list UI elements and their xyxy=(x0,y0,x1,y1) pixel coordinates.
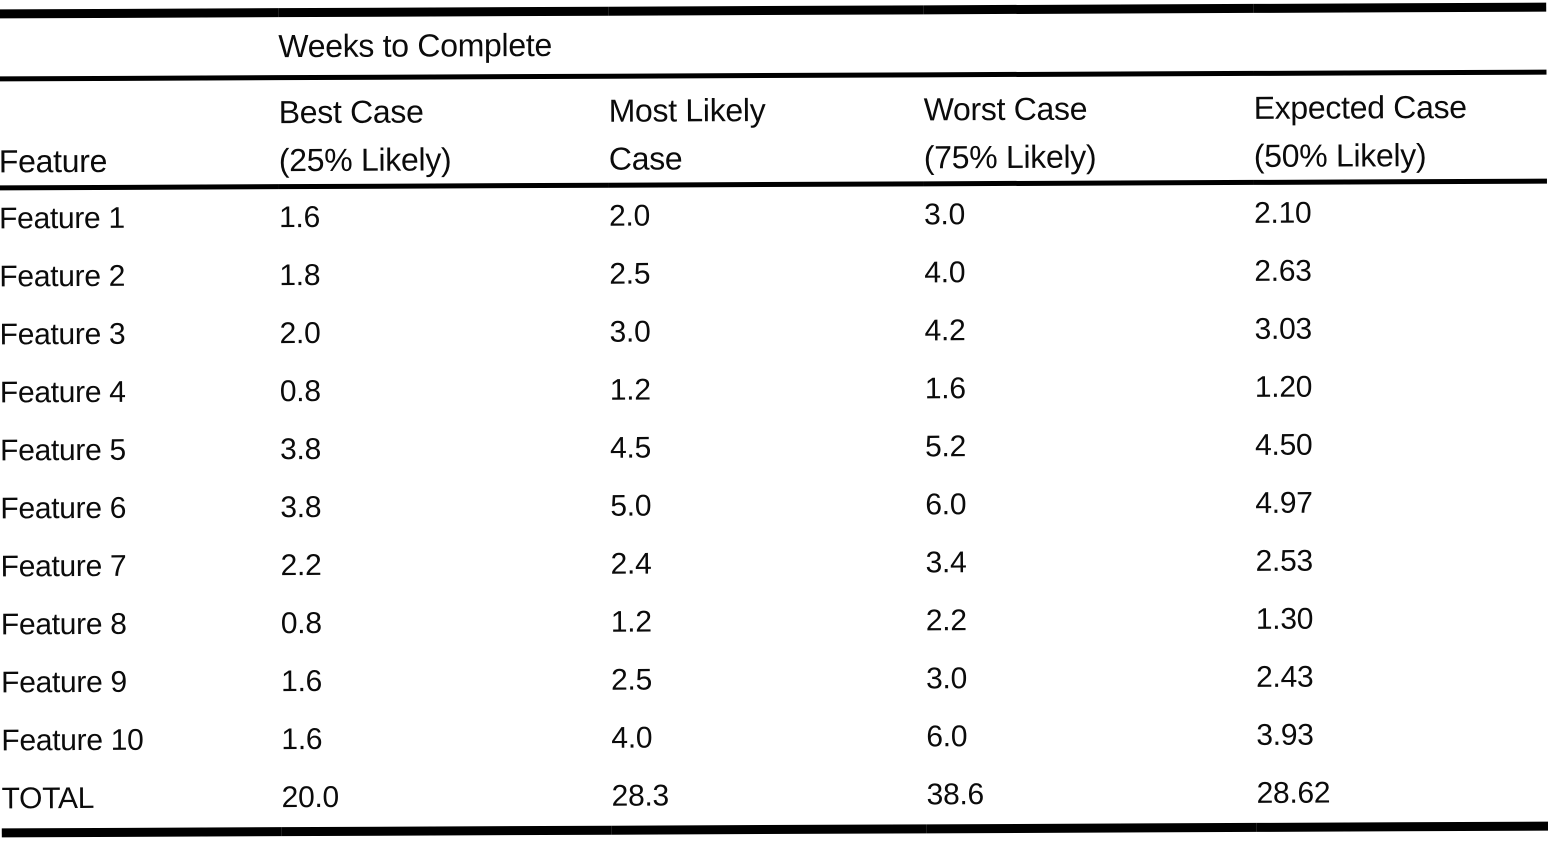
worst-case-cell: 6.0 xyxy=(925,488,967,522)
col-header-worst-case: Worst Case (75% Likely) xyxy=(923,73,1254,184)
total-worst-case-cell: 38.6 xyxy=(926,764,1257,829)
best-case-cell: 1.6 xyxy=(281,664,323,699)
most-likely-cell: 2.0 xyxy=(609,199,650,233)
col-header-best-case: Best Case (25% Likely) xyxy=(278,76,609,187)
worst-case-cell: 3.4 xyxy=(925,546,967,580)
col-header-worst-line1: Worst Case xyxy=(923,90,1088,128)
best-case-cell: 3.8 xyxy=(280,432,322,467)
estimate-table: Weeks to Complete Feature Best Case (25%… xyxy=(0,3,1548,838)
worst-case-cell: 4.0 xyxy=(924,256,966,290)
spanner-row: Weeks to Complete xyxy=(0,7,1547,79)
most-likely-cell: 4.0 xyxy=(611,721,653,755)
expected-case-cell: 4.97 xyxy=(1255,486,1313,520)
total-label-cell: TOTAL xyxy=(1,769,282,833)
table-scan-wrapper: Weeks to Complete Feature Best Case (25%… xyxy=(0,3,1548,838)
col-header-most-likely: Most Likely Case xyxy=(608,74,924,186)
table-row: Feature 9 1.6 2.5 3.0 2.43 xyxy=(1,648,1548,713)
best-case-cell: 3.8 xyxy=(280,490,322,525)
feature-cell: Feature 10 xyxy=(1,723,144,758)
feature-cell: Feature 5 xyxy=(0,433,126,468)
table-row: Feature 2 1.8 2.5 4.0 2.63 xyxy=(0,242,1547,307)
feature-cell: Feature 1 xyxy=(0,201,125,236)
worst-case-cell: 4.2 xyxy=(924,314,966,348)
best-case-cell: 1.6 xyxy=(281,722,323,757)
col-header-feature: Feature xyxy=(0,77,279,188)
expected-case-cell: 2.10 xyxy=(1254,196,1312,230)
most-likely-cell: 2.5 xyxy=(611,663,653,697)
worst-case-cell: 5.2 xyxy=(925,430,967,464)
expected-case-cell: 2.63 xyxy=(1254,254,1312,288)
col-header-likely-line1: Most Likely xyxy=(608,92,766,129)
most-likely-cell: 3.0 xyxy=(609,315,651,349)
most-likely-cell: 5.0 xyxy=(610,489,652,523)
best-case-cell: 1.6 xyxy=(279,200,320,235)
worst-case-cell: 2.2 xyxy=(925,604,967,638)
worst-case-cell: 6.0 xyxy=(926,720,968,754)
table-row: Feature 4 0.8 1.2 1.6 1.20 xyxy=(0,358,1548,423)
table-row: Feature 3 2.0 3.0 4.2 3.03 xyxy=(0,300,1548,365)
expected-case-cell: 1.20 xyxy=(1254,370,1313,404)
expected-case-cell: 3.93 xyxy=(1256,718,1314,752)
table-row: Feature 10 1.6 4.0 6.0 3.93 xyxy=(1,706,1548,771)
feature-cell: Feature 3 xyxy=(0,317,126,352)
most-likely-cell: 1.2 xyxy=(610,605,652,639)
col-header-likely-line2: Case xyxy=(608,140,683,177)
best-case-cell: 2.0 xyxy=(279,316,321,351)
most-likely-cell: 2.5 xyxy=(609,257,651,291)
table-row: Feature 8 0.8 1.2 2.2 1.30 xyxy=(1,590,1548,655)
feature-cell: Feature 4 xyxy=(0,375,126,410)
table-row: Feature 5 3.8 4.5 5.2 4.50 xyxy=(0,416,1548,481)
most-likely-cell: 1.2 xyxy=(609,373,651,407)
col-header-best-line1: Best Case xyxy=(278,93,424,131)
most-likely-cell: 2.4 xyxy=(610,547,652,581)
total-best-case-cell: 20.0 xyxy=(281,767,612,832)
most-likely-cell: 4.5 xyxy=(610,431,652,465)
best-case-cell: 0.8 xyxy=(279,374,321,409)
expected-case-cell: 4.50 xyxy=(1255,428,1313,462)
spanner-empty-cell xyxy=(0,12,279,79)
table-row: Feature 6 3.8 5.0 6.0 4.97 xyxy=(0,474,1548,539)
total-row: TOTAL 20.0 28.3 38.6 28.62 xyxy=(1,763,1548,833)
worst-case-cell: 3.0 xyxy=(924,198,965,232)
feature-cell: Feature 7 xyxy=(0,549,127,584)
best-case-cell: 2.2 xyxy=(280,548,322,583)
feature-cell: Feature 2 xyxy=(0,259,126,294)
col-header-expected-line2: (50% Likely) xyxy=(1253,137,1427,174)
expected-case-cell: 2.43 xyxy=(1256,660,1314,694)
feature-cell: Feature 8 xyxy=(0,607,127,642)
best-case-cell: 1.8 xyxy=(279,258,321,293)
total-most-likely-cell: 28.3 xyxy=(611,766,927,831)
table-row: Feature 7 2.2 2.4 3.4 2.53 xyxy=(1,532,1548,597)
col-header-worst-line2: (75% Likely) xyxy=(923,138,1097,176)
col-header-expected-line1: Expected Case xyxy=(1253,88,1467,126)
expected-case-cell: 3.03 xyxy=(1254,312,1312,346)
feature-cell: Feature 6 xyxy=(0,491,127,526)
col-header-expected-case: Expected Case (50% Likely) xyxy=(1253,72,1547,183)
column-header-row: Feature Best Case (25% Likely) Most Like… xyxy=(0,72,1547,188)
expected-case-cell: 1.30 xyxy=(1255,602,1314,636)
worst-case-cell: 3.0 xyxy=(926,662,968,696)
feature-cell: Feature 9 xyxy=(1,665,127,700)
expected-case-cell: 2.53 xyxy=(1255,544,1313,578)
worst-case-cell: 1.6 xyxy=(924,372,966,406)
total-expected-case-cell: 28.62 xyxy=(1256,763,1548,828)
table-spanner-title: Weeks to Complete xyxy=(278,7,1547,78)
col-header-best-line2: (25% Likely) xyxy=(278,141,452,179)
best-case-cell: 0.8 xyxy=(280,606,322,641)
table-row: Feature 1 1.6 2.0 3.0 2.10 xyxy=(0,181,1547,248)
